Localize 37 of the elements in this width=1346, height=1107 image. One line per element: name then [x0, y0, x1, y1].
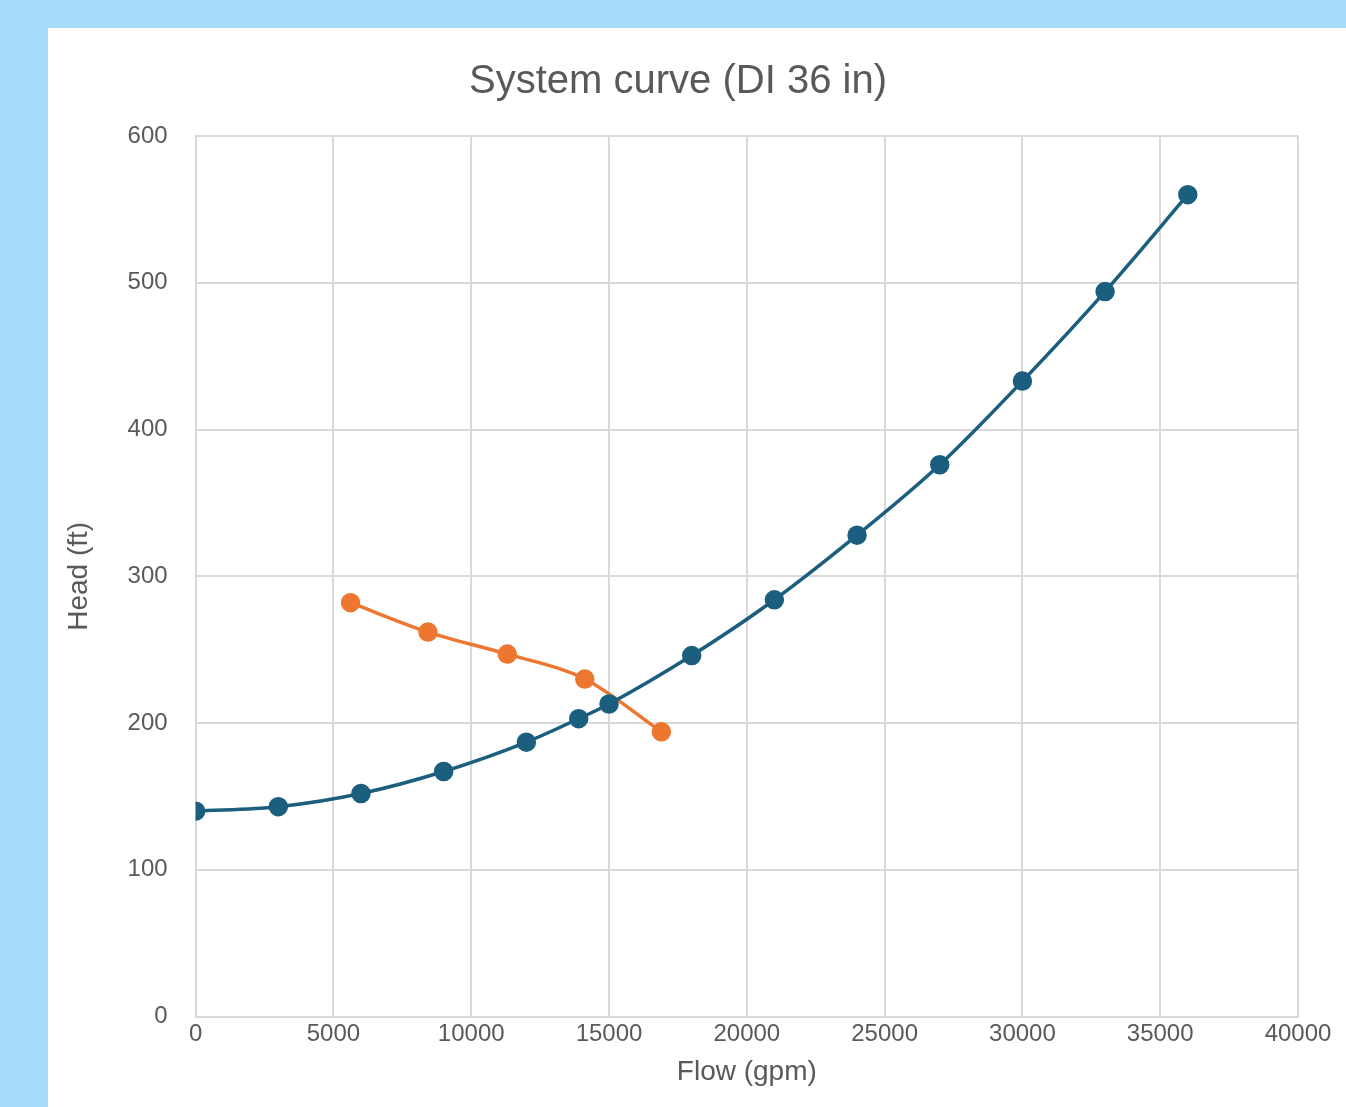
point — [497, 644, 518, 664]
point — [599, 694, 619, 714]
point — [516, 732, 537, 752]
x-tick-label: 30000 — [989, 1018, 1056, 1046]
x-tick-label: 15000 — [575, 1018, 643, 1046]
point — [1095, 281, 1115, 302]
y-tick-label: 500 — [127, 267, 168, 295]
point — [568, 708, 589, 729]
x-tick-label: 35000 — [1126, 1018, 1194, 1046]
y-tick-label: 300 — [127, 560, 168, 588]
point — [847, 525, 867, 545]
point — [268, 796, 289, 817]
y-tick-label: 400 — [127, 414, 168, 442]
y-tick-label: 200 — [127, 707, 168, 735]
x-tick-label: 5000 — [306, 1018, 361, 1046]
x-tick-label: 10000 — [437, 1018, 505, 1046]
point — [929, 455, 950, 475]
y-tick-label: 100 — [127, 854, 168, 882]
point — [1012, 371, 1033, 391]
y-axis-title: Head (ft) — [61, 521, 93, 631]
point — [418, 622, 438, 642]
chart-title: System curve (DI 36 in) — [469, 57, 887, 102]
x-axis-title: Flow (gpm) — [676, 1054, 817, 1086]
x-tick-label: 25000 — [851, 1018, 918, 1046]
x-tick-label: 0 — [188, 1018, 203, 1046]
y-tick-label: 600 — [127, 120, 168, 148]
point — [340, 592, 361, 613]
point — [351, 783, 371, 804]
x-tick-label: 40000 — [1264, 1018, 1332, 1046]
y-tick-label: 0 — [154, 1001, 168, 1029]
point — [433, 761, 454, 782]
point — [575, 669, 595, 689]
point — [681, 645, 702, 666]
point — [1178, 184, 1198, 205]
point — [764, 590, 785, 610]
x-tick-label: 20000 — [713, 1018, 781, 1046]
point — [651, 722, 672, 742]
